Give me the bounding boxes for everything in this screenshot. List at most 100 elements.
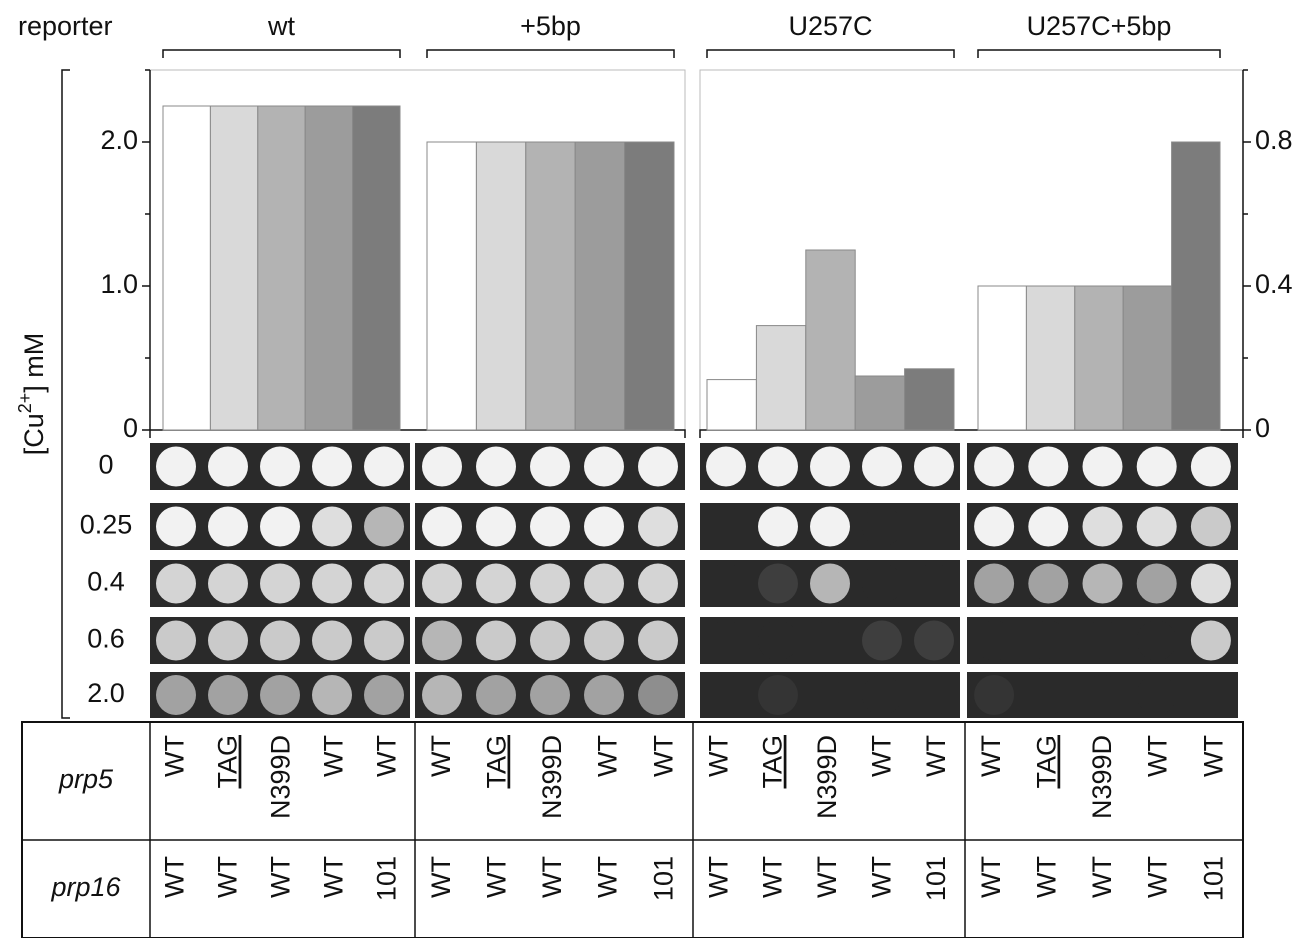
colony-spot xyxy=(422,447,462,487)
group-label: U257C+5bp xyxy=(1027,11,1172,41)
colony-spot xyxy=(476,564,516,604)
colony-spot xyxy=(156,447,196,487)
bar xyxy=(625,142,674,430)
row-label: prp5 xyxy=(58,764,114,794)
table-cell: WT xyxy=(593,856,623,898)
table-cell: TAG xyxy=(1032,735,1062,789)
concentration-label: 0.4 xyxy=(87,567,125,597)
colony-spot xyxy=(974,675,1014,715)
concentration-label: 0.6 xyxy=(87,624,125,654)
group-label: wt xyxy=(267,11,295,41)
colony-spot xyxy=(476,447,516,487)
colony-spot xyxy=(914,564,954,604)
table-cell: WT xyxy=(1032,856,1062,898)
x-axis xyxy=(700,430,1243,438)
group-bracket xyxy=(427,50,674,58)
colony-spot xyxy=(862,621,902,661)
colony-spot xyxy=(1137,675,1177,715)
colony-spot xyxy=(914,621,954,661)
bar xyxy=(427,142,476,430)
colony-spot xyxy=(312,675,352,715)
colony-spot xyxy=(476,507,516,547)
bar xyxy=(978,286,1026,430)
colony-spot xyxy=(584,447,624,487)
y-tick-label: 0 xyxy=(123,413,138,443)
table-cell: 101 xyxy=(1198,856,1228,901)
colony-spot xyxy=(1083,621,1123,661)
colony-spot xyxy=(638,507,678,547)
table-cell: WT xyxy=(213,856,243,898)
group-label: U257C xyxy=(788,11,872,41)
bar xyxy=(258,106,305,430)
y-label-part: ] mM xyxy=(19,333,49,393)
colony-spot xyxy=(260,507,300,547)
colony-spot xyxy=(1191,507,1231,547)
colony-spot xyxy=(1137,621,1177,661)
colony-spot xyxy=(156,621,196,661)
colony-spot xyxy=(260,447,300,487)
colony-spot xyxy=(638,621,678,661)
table-cell: N399D xyxy=(1087,735,1117,819)
table-cell: WT xyxy=(160,856,190,898)
bar xyxy=(1075,286,1123,430)
y-bracket xyxy=(62,70,70,718)
colony-spot xyxy=(706,675,746,715)
colony-spot xyxy=(312,507,352,547)
colony-spot xyxy=(1028,507,1068,547)
y-tick-label: 0.4 xyxy=(1255,269,1293,299)
table-cell: WT xyxy=(537,856,567,898)
table-cell: WT xyxy=(867,856,897,898)
concentration-label: 0 xyxy=(98,450,113,480)
table-cell: WT xyxy=(1143,735,1173,777)
colony-spot xyxy=(260,564,300,604)
table-cell: 101 xyxy=(648,856,678,901)
colony-spot xyxy=(974,447,1014,487)
table-cell: WT xyxy=(482,856,512,898)
table-cell: WT xyxy=(426,735,456,777)
table-cell: WT xyxy=(319,735,349,777)
colony-spot xyxy=(638,447,678,487)
bar xyxy=(1026,286,1074,430)
bar xyxy=(476,142,525,430)
colony-spot xyxy=(312,564,352,604)
colony-spot xyxy=(1137,447,1177,487)
colony-spot xyxy=(706,507,746,547)
colony-spot xyxy=(208,621,248,661)
colony-spot xyxy=(208,507,248,547)
bar xyxy=(163,106,210,430)
table-cell: WT xyxy=(1143,856,1173,898)
colony-spot xyxy=(208,447,248,487)
table-cell: WT xyxy=(812,856,842,898)
colony-spot xyxy=(914,447,954,487)
colony-spot xyxy=(862,507,902,547)
colony-spot xyxy=(810,564,850,604)
bar xyxy=(353,106,400,430)
group-bracket xyxy=(163,50,400,58)
table-cell: WT xyxy=(648,735,678,777)
colony-spot xyxy=(1083,564,1123,604)
colony-spot xyxy=(312,447,352,487)
table-cell: WT xyxy=(160,735,190,777)
table-cell: WT xyxy=(593,735,623,777)
table-cell: WT xyxy=(758,856,788,898)
colony-spot xyxy=(156,564,196,604)
colony-spot xyxy=(862,447,902,487)
table-cell: WT xyxy=(372,735,402,777)
colony-spot xyxy=(530,507,570,547)
colony-spot xyxy=(422,621,462,661)
colony-spot xyxy=(1028,564,1068,604)
group-label: +5bp xyxy=(520,11,581,41)
table-cell: N399D xyxy=(812,735,842,819)
colony-spot xyxy=(810,507,850,547)
colony-spot xyxy=(706,447,746,487)
colony-spot xyxy=(810,675,850,715)
colony-spot xyxy=(1191,447,1231,487)
colony-spot xyxy=(312,621,352,661)
colony-spot xyxy=(1083,675,1123,715)
colony-spot xyxy=(364,621,404,661)
y-tick-label: 2.0 xyxy=(100,125,138,155)
colony-spot xyxy=(1083,507,1123,547)
colony-spot xyxy=(208,564,248,604)
colony-spot xyxy=(758,507,798,547)
table-cell: WT xyxy=(976,735,1006,777)
